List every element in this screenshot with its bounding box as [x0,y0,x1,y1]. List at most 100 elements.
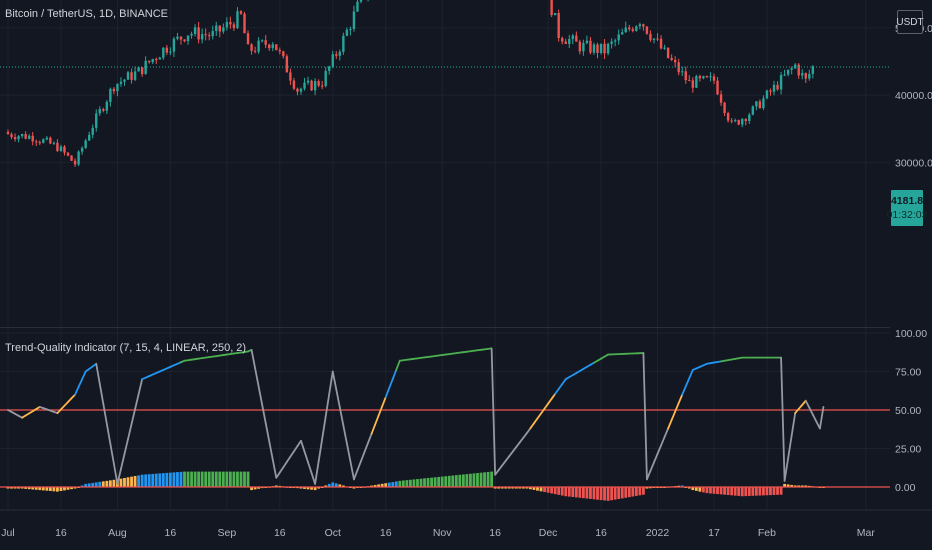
candle-body [649,33,652,40]
tq-hist-bar [804,485,808,487]
tq-hist-bar [518,487,522,489]
tq-hist-bar [454,475,458,487]
candle-body [313,81,317,91]
candle-body [585,40,589,44]
candle-body [779,75,783,90]
tq-line-segment [264,422,271,443]
tq-hist-bar [740,487,744,497]
candle-body [606,43,610,54]
candle-body [236,11,239,29]
tq-hist-bar [419,478,423,487]
candle-body [176,36,179,39]
candle-body [765,90,769,99]
candle-body [557,12,560,39]
candle-body [6,131,10,135]
candle-body [56,142,59,151]
tq-hist-bar [147,474,151,487]
tq-line-segment [543,402,549,410]
tq-hist-bar [585,487,589,499]
tq-hist-bar [606,487,610,501]
time-axis-label: Nov [433,527,452,539]
currency-button[interactable]: USDT [896,10,924,34]
tq-hist-bar [48,487,52,492]
tq-hist-bar [59,487,63,492]
tq-line-segment [384,387,391,399]
candle-body [172,38,176,52]
tq-line-segment [508,450,514,458]
candle-body [681,71,684,73]
tq-hist-bar [158,473,162,487]
indicator-axis[interactable]: 100.00 75.00 50.00 25.00 0.00 [895,328,927,494]
candle-body [84,140,87,148]
tq-line-segment [811,413,818,423]
candle-body [17,136,20,140]
tq-hist-bar [218,471,222,487]
candle-body [250,44,253,51]
tq-hist-bar [401,480,405,487]
candle-body [222,27,225,32]
candle-body [811,66,815,74]
candle-body [582,43,585,52]
candle-body [561,38,564,42]
tq-hist-bar [310,487,313,490]
tq-line-segment [649,461,655,472]
candle-body [550,0,553,16]
tq-line-segment [808,406,814,416]
tq-hist-bar [168,472,172,487]
candle-body [296,88,299,92]
candle-body [352,11,356,29]
tq-hist-bar [677,485,681,487]
tq-hist-bar [754,487,758,496]
tq-line-segment [74,385,80,396]
tq-line-segment [554,388,560,395]
tq-line-segment [374,414,380,426]
tq-hist-bar [504,487,508,489]
symbol-title[interactable]: Bitcoin / TetherUS, 1D, BINANCE [5,8,169,20]
tq-hist-bar [236,471,239,487]
candle-body [673,60,677,63]
time-axis[interactable]: Jul 16 Aug 16 Sep 16 Oct 16 Nov 16 Dec 16 2022 17 Feb M… [0,509,932,539]
tq-hist-bar [479,472,483,487]
candle-body [801,73,804,76]
tq-hist-bar [257,487,261,489]
tq-hist-bar [66,487,70,490]
price-axis[interactable]: 50000.0040000.0030000.007 [890,0,932,550]
tq-hist-bar [514,487,518,489]
candle-body [80,147,84,152]
tq-hist-bar [500,487,504,489]
indicator-axis-label: 0.00 [895,482,916,494]
tq-hist-bar [327,483,331,487]
candle-body [335,54,338,56]
tq-hist-bar [705,487,709,494]
tq-hist-bar [747,487,751,496]
candle-body [169,51,172,53]
candle-body [260,40,264,42]
tq-hist-bar [546,487,550,493]
tq-hist-bar [179,471,183,487]
candle-body [208,35,211,37]
tq-hist-bar [10,487,13,489]
tq-hist-bar [253,487,257,490]
tq-hist-bar [610,487,614,501]
candle-body [123,79,126,82]
candle-body [155,59,158,61]
candle-body [733,120,737,122]
candle-body [306,80,310,83]
indicator-title[interactable]: Trend-Quality Indicator (7, 15, 4, LINEA… [5,342,247,354]
tq-hist-bar [553,487,557,495]
tq-hist-bar [458,474,462,487]
tq-line-segment [137,378,144,396]
candle-body [737,120,740,125]
candle-body [695,76,698,88]
tq-hist-bar [762,487,765,496]
tq-hist-bar [486,471,490,487]
tq-hist-bar [638,487,642,496]
candle-body [712,76,716,81]
tq-hist-bar [758,487,762,496]
tq-hist-bar [317,487,321,489]
candle-body [102,109,105,111]
candle-body [130,72,133,80]
tq-hist-bar [412,479,416,487]
candle-body [723,102,726,114]
